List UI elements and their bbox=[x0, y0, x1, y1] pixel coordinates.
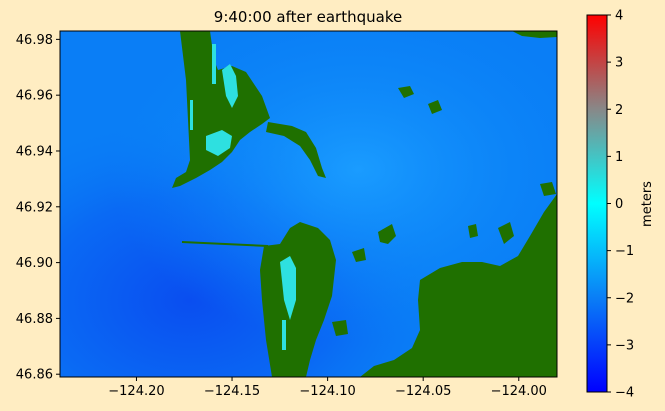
x-axis: −124.20 −124.15 −124.10 −124.05 −124.00 bbox=[108, 377, 547, 399]
island bbox=[540, 182, 556, 196]
colorbar: −4 −3 −2 −1 0 1 2 3 4 meters bbox=[586, 9, 655, 401]
y-tick-label: 46.90 bbox=[16, 256, 53, 271]
colorbar-label: meters bbox=[640, 181, 655, 227]
y-tick-label: 46.98 bbox=[16, 33, 53, 48]
plot-frame bbox=[59, 30, 558, 378]
island bbox=[428, 100, 442, 114]
y-tick-label: 46.96 bbox=[16, 89, 53, 104]
island bbox=[398, 86, 414, 98]
island bbox=[498, 222, 514, 244]
colorbar-tick-label: 2 bbox=[615, 103, 623, 118]
island bbox=[378, 224, 396, 244]
x-tick-label: −124.20 bbox=[108, 384, 164, 399]
x-tick-label: −124.00 bbox=[491, 384, 547, 399]
north-inundation-strip bbox=[212, 44, 216, 84]
colorbar-tick-label: 4 bbox=[615, 9, 623, 24]
north-peninsula-land bbox=[172, 31, 270, 188]
colorbar-gradient bbox=[586, 14, 608, 393]
colorbar-tick-label: −3 bbox=[615, 338, 634, 353]
colorbar-tick-label: −4 bbox=[615, 386, 634, 401]
northeast-land bbox=[512, 31, 557, 38]
north-inundation-zone bbox=[206, 130, 232, 156]
southeast-mainland bbox=[360, 194, 557, 377]
colorbar-ticks: −4 −3 −2 −1 0 1 2 3 4 bbox=[607, 9, 634, 401]
north-spit-land bbox=[266, 122, 326, 178]
colorbar-tick-label: −1 bbox=[615, 244, 634, 259]
island bbox=[468, 224, 478, 238]
colorbar-tick-label: −2 bbox=[615, 291, 634, 306]
island bbox=[332, 320, 348, 336]
south-inundation-strip bbox=[282, 320, 286, 350]
north-inundation-strip bbox=[190, 100, 193, 130]
colorbar-tick-label: 1 bbox=[615, 150, 623, 165]
north-inundation-channel bbox=[222, 64, 238, 108]
y-tick-label: 46.94 bbox=[16, 144, 53, 159]
south-inundation-zone bbox=[280, 256, 296, 320]
x-tick-label: −124.15 bbox=[204, 384, 260, 399]
y-axis: 46.86 46.88 46.90 46.92 46.94 46.96 46.98 bbox=[16, 33, 60, 383]
heatmap-plot-area bbox=[60, 31, 557, 377]
colorbar-tick-label: 0 bbox=[615, 197, 623, 212]
y-tick-label: 46.88 bbox=[16, 312, 53, 327]
x-tick-label: −124.05 bbox=[395, 384, 451, 399]
y-tick-label: 46.92 bbox=[16, 200, 53, 215]
chart-title: 9:40:00 after earthquake bbox=[214, 8, 402, 26]
y-tick-label: 46.86 bbox=[16, 368, 53, 383]
colorbar-tick-label: 3 bbox=[615, 56, 623, 71]
south-jetty bbox=[181, 241, 269, 247]
south-peninsula-land bbox=[260, 222, 336, 377]
island bbox=[352, 248, 366, 262]
x-tick-label: −124.10 bbox=[299, 384, 355, 399]
